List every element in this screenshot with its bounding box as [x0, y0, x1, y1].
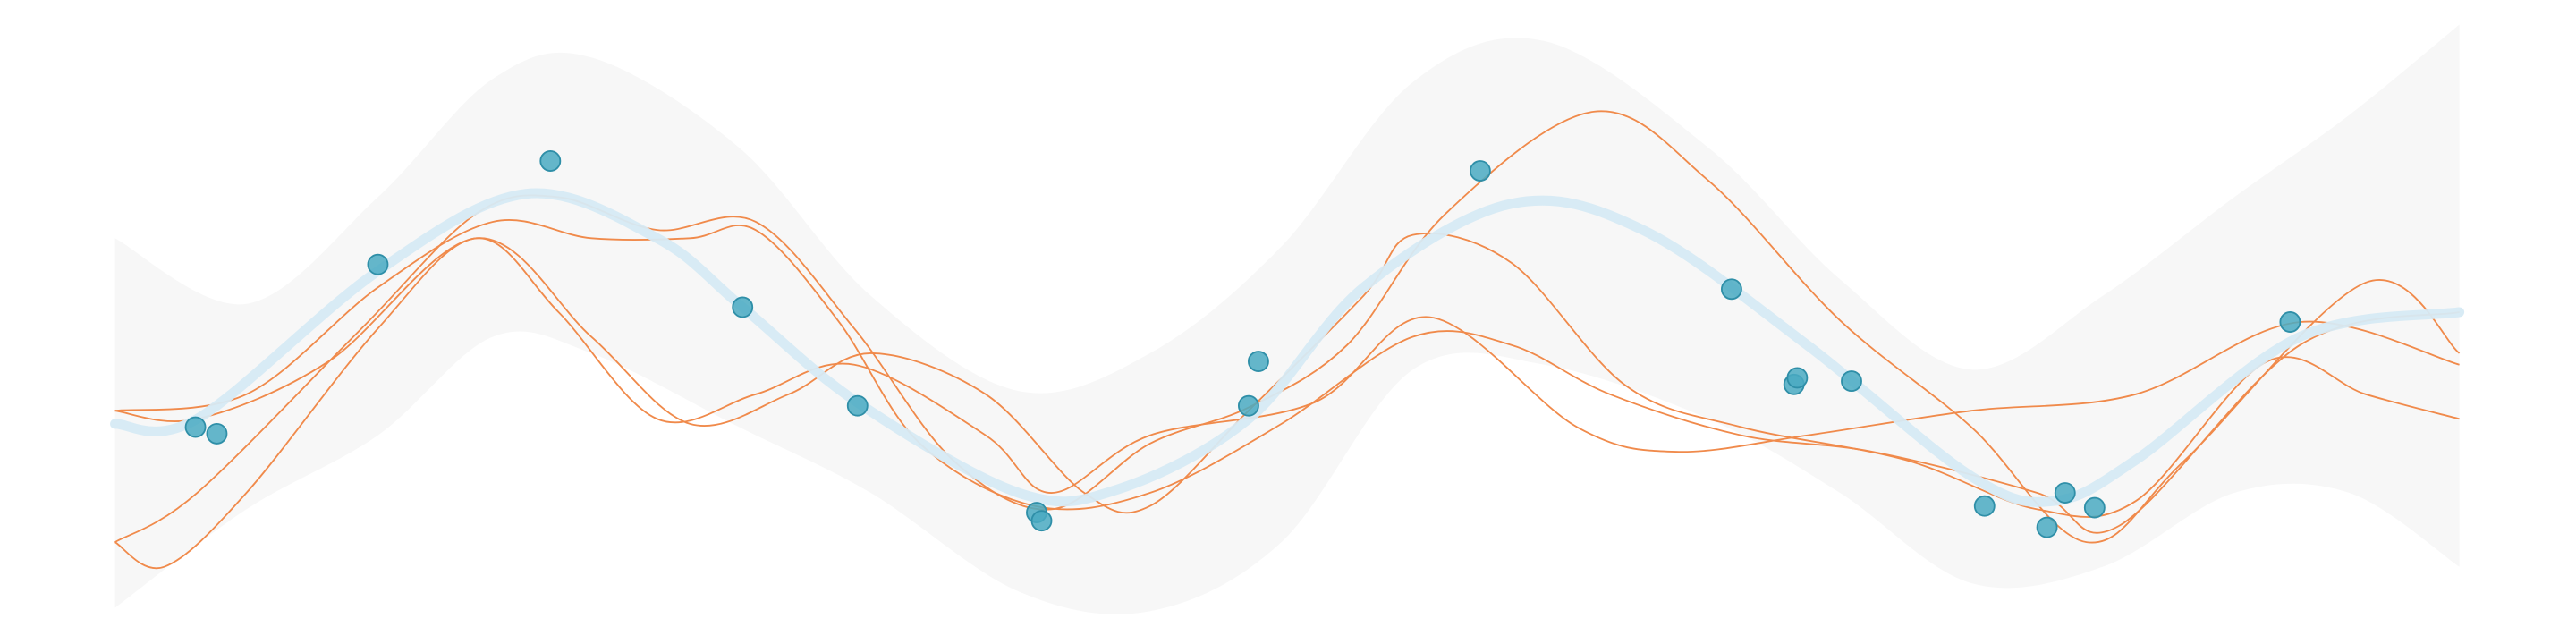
- observation: [367, 253, 389, 275]
- observation: [2036, 516, 2058, 538]
- observation: [2279, 311, 2301, 333]
- observation: [1841, 370, 1862, 393]
- observation: [206, 422, 228, 445]
- observation: [1786, 367, 1809, 389]
- observation: [2083, 496, 2106, 519]
- observation: [1720, 278, 1742, 301]
- observation: [1237, 394, 1259, 417]
- mean-curve: [110, 188, 2465, 507]
- observation: [1030, 510, 1053, 532]
- sample-curve: [114, 219, 2460, 534]
- observation: [846, 394, 869, 417]
- observation: [1973, 495, 1996, 517]
- confidence-band: [114, 24, 2460, 614]
- sample-curve: [114, 237, 2460, 570]
- observation: [184, 416, 207, 438]
- observation: [732, 296, 754, 318]
- observation: [539, 150, 562, 172]
- observation: [1469, 160, 1491, 182]
- observation: [2054, 482, 2076, 504]
- observation: [1248, 351, 1269, 373]
